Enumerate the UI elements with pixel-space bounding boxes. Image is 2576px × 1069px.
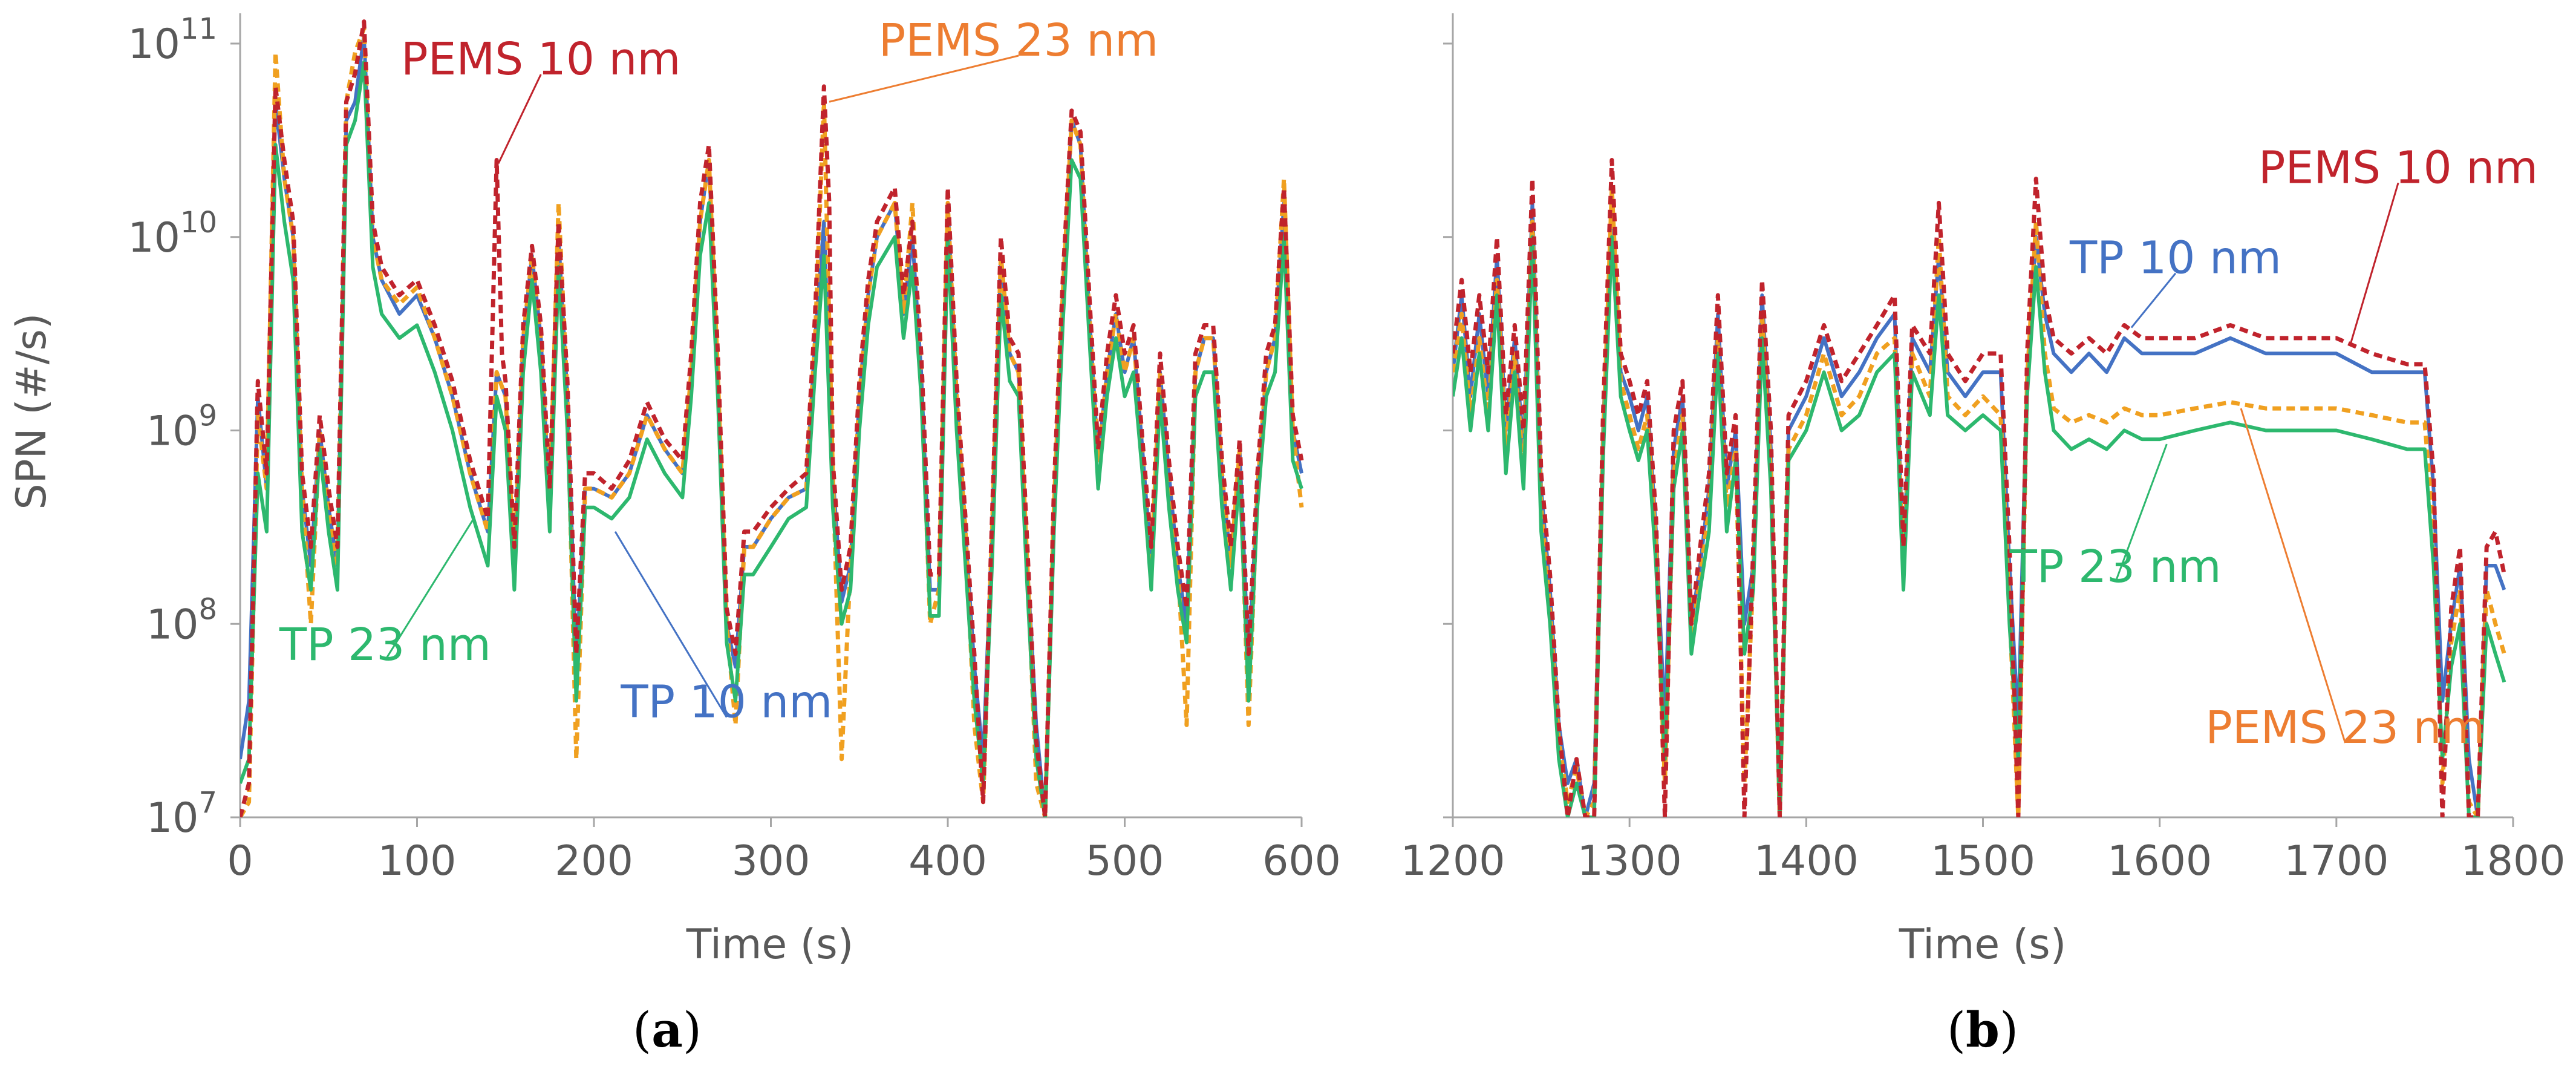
x-tick-labels: 1200 1300 1400 1500 1600 1700 1800 <box>1400 837 2565 885</box>
x-axis-title: Time (s) <box>1899 921 2067 969</box>
x-tick-label: 100 <box>378 837 457 885</box>
chart-panel-a: SPN (#/s) 107 108 109 1010 1011 0 100 200 300 40… <box>8 12 1341 1058</box>
x-tick-labels: 0 100 200 300 400 500 600 <box>227 837 1341 885</box>
annotation-leader <box>2130 272 2177 329</box>
x-tick-label: 1300 <box>1577 837 1682 885</box>
annotation-leader <box>829 54 1019 103</box>
annotations: PEMS 10 nm TP 10 nm TP 23 nm PEMS 23 nm <box>2009 142 2539 754</box>
series-pems-10-nm <box>240 19 1304 817</box>
axes <box>1443 13 2514 827</box>
x-tick-label: 1700 <box>2284 837 2389 885</box>
y-tick-label: 1010 <box>128 206 217 262</box>
y-axis-title: SPN (#/s) <box>8 313 56 509</box>
series-pems-23-nm <box>240 26 1304 817</box>
x-tick-label: 1800 <box>2460 837 2565 885</box>
y-tick-label: 109 <box>146 399 217 456</box>
annotation-label: PEMS 10 nm <box>2258 142 2538 194</box>
annotation-label: PEMS 23 nm <box>879 15 1158 67</box>
x-tick-label: 0 <box>227 837 253 885</box>
y-tick-label: 108 <box>146 592 217 649</box>
series-tp-10-nm <box>1453 201 2506 817</box>
series-group <box>240 19 1304 817</box>
x-tick-label: 400 <box>908 837 987 885</box>
x-tick-label: 600 <box>1262 837 1341 885</box>
annotation-label: PEMS 23 nm <box>2205 702 2485 754</box>
annotation-leader <box>384 518 475 661</box>
panel-label-a: (a) <box>633 1001 702 1058</box>
annotation-label: TP 10 nm <box>2069 232 2281 284</box>
annotation-label: TP 23 nm <box>279 619 491 671</box>
x-tick-label: 1200 <box>1400 837 1505 885</box>
x-tick-label: 1600 <box>2107 837 2212 885</box>
x-tick-label: 200 <box>555 837 633 885</box>
annotation-leader <box>614 531 728 718</box>
annotation-leader <box>2349 182 2399 344</box>
annotation-leader <box>497 74 542 164</box>
y-tick-label: 107 <box>146 786 217 842</box>
annotation-leader <box>2240 408 2346 744</box>
x-tick-label: 1400 <box>1754 837 1859 885</box>
panel-label-b: (b) <box>1947 1001 2018 1058</box>
series-group <box>1453 158 2506 817</box>
y-tick-labels: 107 108 109 1010 1011 <box>128 12 217 842</box>
annotation-leader <box>2115 443 2168 583</box>
annotations: PEMS 10 nm PEMS 23 nm TP 23 nm TP 10 nm <box>279 15 1158 728</box>
x-tick-label: 1500 <box>1931 837 2035 885</box>
annotation-label: TP 10 nm <box>620 676 832 728</box>
axes <box>230 13 1303 827</box>
series-tp-23-nm <box>240 60 1303 817</box>
x-tick-label: 300 <box>732 837 810 885</box>
annotation-label: TP 23 nm <box>2009 541 2222 593</box>
annotation-label: PEMS 10 nm <box>401 33 680 85</box>
chart-panel-b: 1200 1300 1400 1500 1600 1700 1800 PEMS 10 nm T… <box>1400 13 2566 1058</box>
series-pems-10-nm <box>1453 158 2506 817</box>
x-tick-label: 500 <box>1086 837 1164 885</box>
y-tick-label: 1011 <box>128 12 217 68</box>
x-axis-title: Time (s) <box>686 921 854 969</box>
